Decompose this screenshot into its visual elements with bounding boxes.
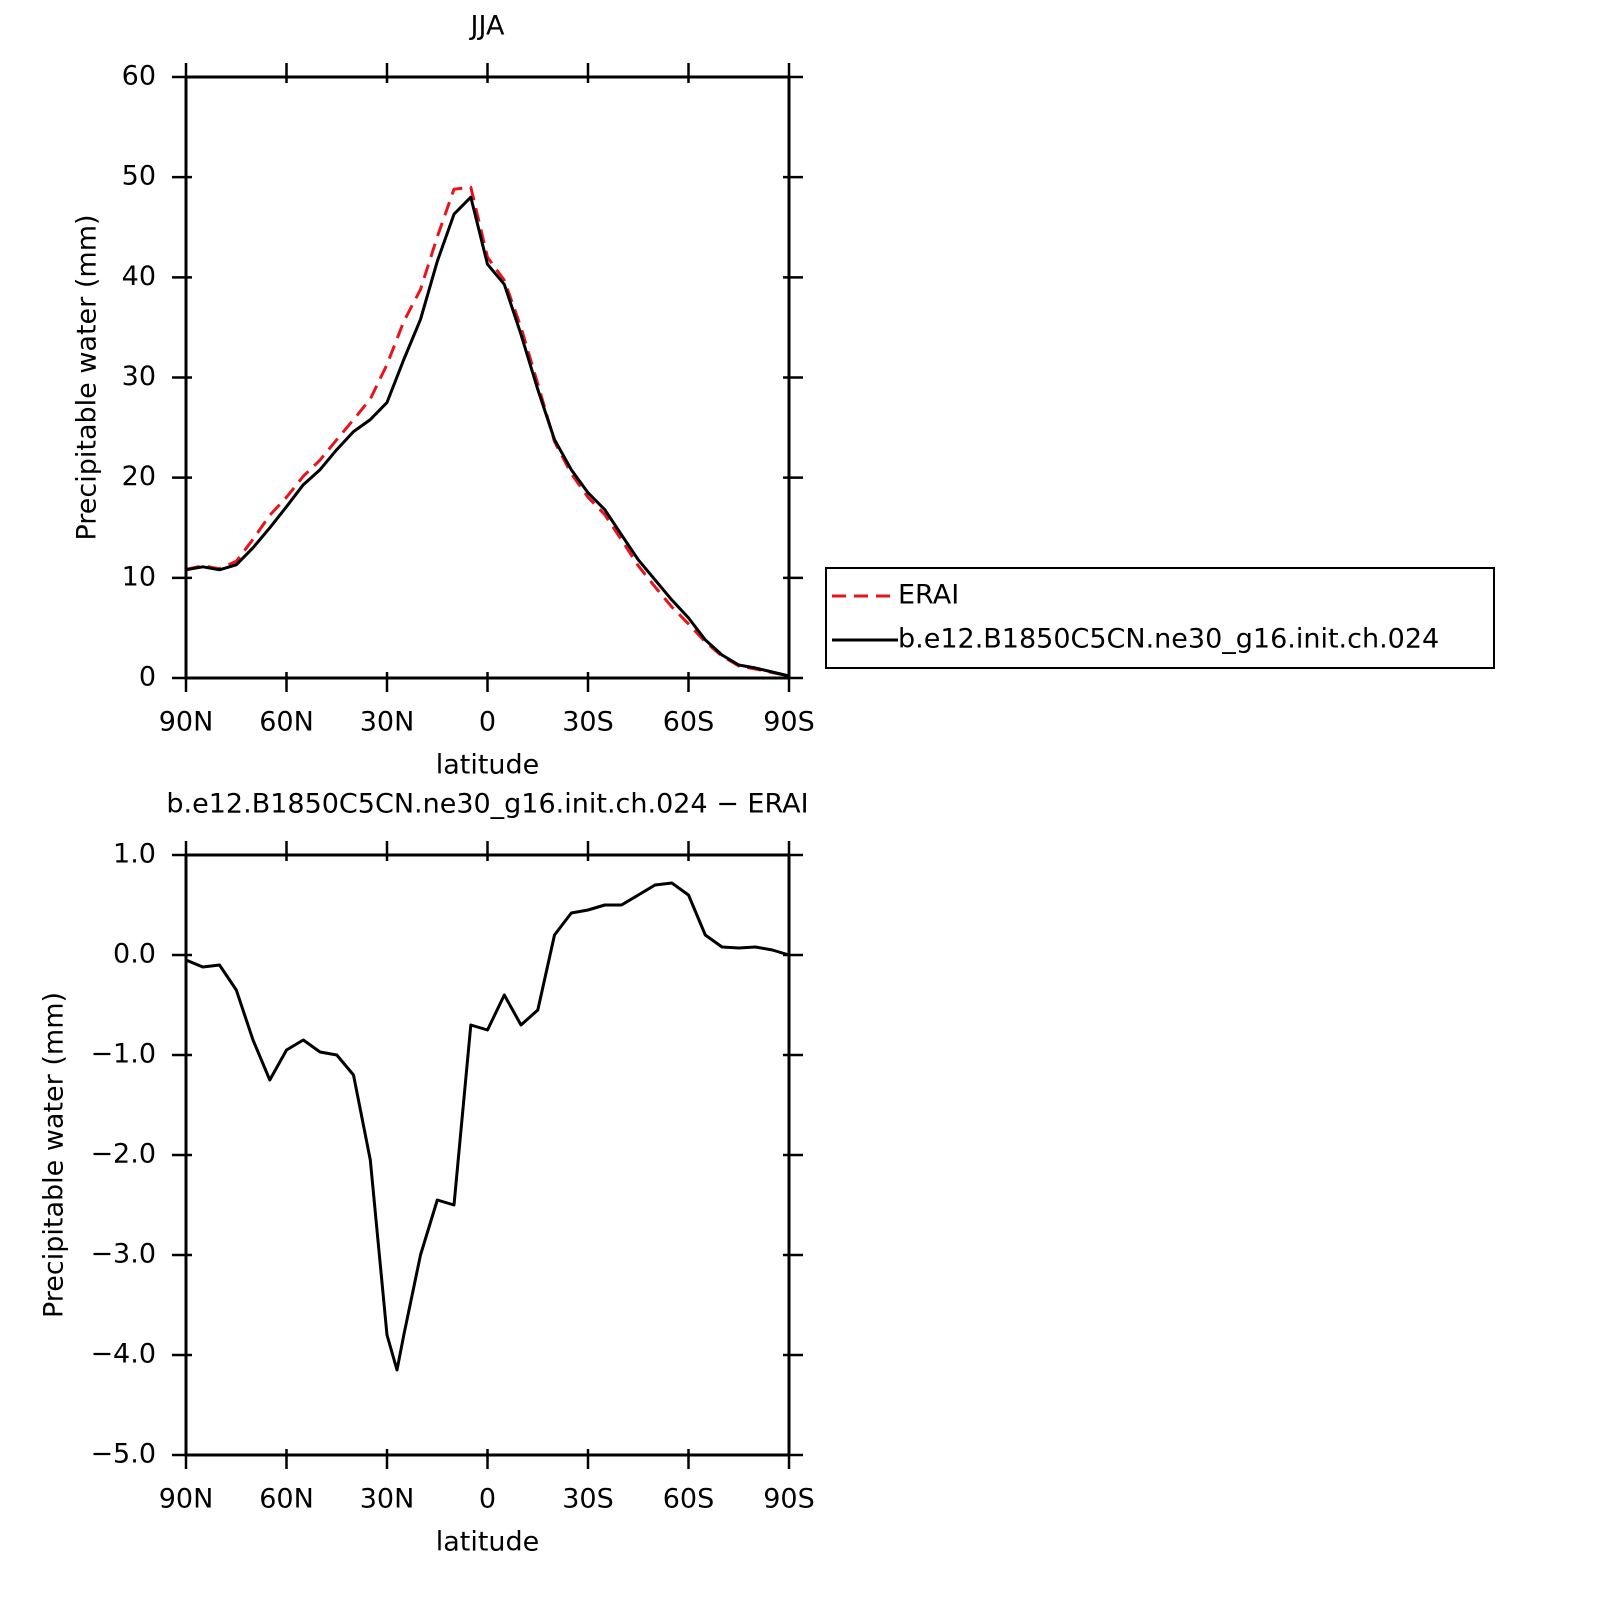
- x-axis-label: latitude: [436, 750, 540, 781]
- y-tick-label: 60: [122, 61, 156, 92]
- y-tick-label: −2.0: [90, 1139, 156, 1170]
- x-tick-label: 30N: [360, 1484, 415, 1515]
- x-tick-label: 60N: [259, 1484, 314, 1515]
- y-tick-label: −1.0: [90, 1039, 156, 1070]
- x-tick-label: 90S: [763, 707, 815, 738]
- x-tick-label: 90N: [159, 1484, 214, 1515]
- x-tick-label: 0: [479, 1484, 496, 1515]
- y-tick-label: 40: [122, 261, 156, 292]
- chart-title: JJA: [469, 11, 505, 42]
- data-line: [185, 881, 790, 1372]
- chart-title: b.e12.B1850C5CN.ne30_g16.init.ch.024 − E…: [166, 789, 808, 820]
- legend-label: b.e12.B1850C5CN.ne30_g16.init.ch.024: [898, 624, 1439, 655]
- plot-frame: [184, 853, 791, 1457]
- y-tick-label: 0: [139, 662, 156, 693]
- y-axis-label: Precipitable water (mm): [72, 214, 103, 540]
- legend-label: ERAI: [898, 580, 959, 611]
- y-tick-label: 20: [122, 461, 156, 492]
- x-tick-label: 60N: [259, 707, 314, 738]
- x-tick-label: 0: [479, 707, 496, 738]
- x-tick-label: 30S: [562, 707, 614, 738]
- x-tick-label: 30N: [360, 707, 415, 738]
- data-line: [185, 195, 790, 678]
- data-line: [185, 185, 790, 678]
- x-tick-label: 90S: [763, 1484, 815, 1515]
- y-tick-label: 30: [122, 361, 156, 392]
- y-tick-label: 1.0: [113, 839, 156, 870]
- x-tick-label: 60S: [663, 1484, 715, 1515]
- x-tick-label: 90N: [159, 707, 214, 738]
- y-axis-label: Precipitable water (mm): [39, 992, 70, 1318]
- y-tick-label: −3.0: [90, 1239, 156, 1270]
- legend-box: [825, 567, 1495, 669]
- y-tick-label: 0.0: [113, 939, 156, 970]
- y-tick-label: −4.0: [90, 1339, 156, 1370]
- y-tick-label: 50: [122, 161, 156, 192]
- x-tick-label: 60S: [663, 707, 715, 738]
- y-tick-label: 10: [122, 561, 156, 592]
- x-axis-label: latitude: [436, 1527, 540, 1558]
- y-tick-label: −5.0: [90, 1439, 156, 1470]
- x-tick-label: 30S: [562, 1484, 614, 1515]
- plot-frame: [184, 75, 791, 680]
